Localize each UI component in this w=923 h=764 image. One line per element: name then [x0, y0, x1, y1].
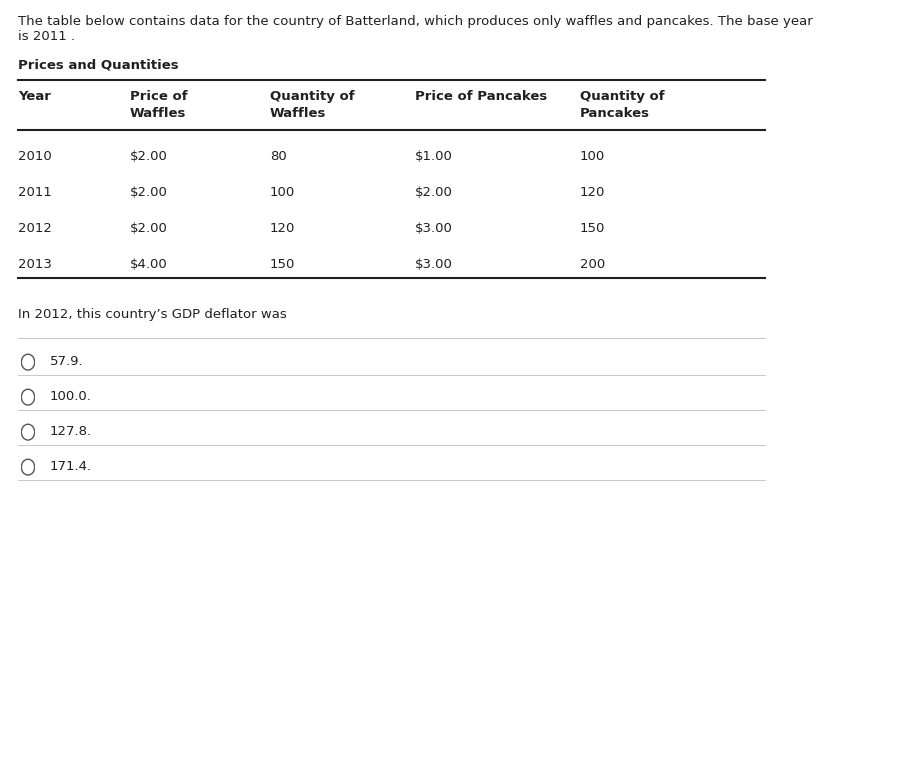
Text: $3.00: $3.00 — [415, 222, 453, 235]
Text: $2.00: $2.00 — [130, 222, 168, 235]
Text: Quantity of: Quantity of — [580, 90, 665, 103]
Text: 120: 120 — [270, 222, 295, 235]
Text: 120: 120 — [580, 186, 605, 199]
Text: In 2012, this country’s GDP deflator was: In 2012, this country’s GDP deflator was — [18, 308, 287, 321]
Text: 200: 200 — [580, 258, 605, 271]
Text: 100: 100 — [270, 186, 295, 199]
Text: 2010: 2010 — [18, 150, 52, 163]
Text: 100: 100 — [580, 150, 605, 163]
Text: 2013: 2013 — [18, 258, 52, 271]
Text: $2.00: $2.00 — [130, 150, 168, 163]
Text: Prices and Quantities: Prices and Quantities — [18, 58, 179, 71]
Text: $2.00: $2.00 — [130, 186, 168, 199]
Text: $1.00: $1.00 — [415, 150, 453, 163]
Text: Price of Pancakes: Price of Pancakes — [415, 90, 547, 103]
Text: Pancakes: Pancakes — [580, 107, 650, 120]
Text: 150: 150 — [580, 222, 605, 235]
Text: 2012: 2012 — [18, 222, 52, 235]
Text: Year: Year — [18, 90, 51, 103]
Text: 57.9.: 57.9. — [50, 355, 84, 368]
Text: 127.8.: 127.8. — [50, 425, 92, 438]
Text: Waffles: Waffles — [130, 107, 186, 120]
Text: Price of: Price of — [130, 90, 187, 103]
Text: Waffles: Waffles — [270, 107, 327, 120]
Text: $2.00: $2.00 — [415, 186, 453, 199]
Text: 100.0.: 100.0. — [50, 390, 92, 403]
Text: 171.4.: 171.4. — [50, 460, 92, 473]
Text: 80: 80 — [270, 150, 287, 163]
Text: 2011: 2011 — [18, 186, 52, 199]
Text: 150: 150 — [270, 258, 295, 271]
Text: is 2011 .: is 2011 . — [18, 30, 75, 43]
Text: Quantity of: Quantity of — [270, 90, 354, 103]
Text: $4.00: $4.00 — [130, 258, 168, 271]
Text: The table below contains data for the country of Batterland, which produces only: The table below contains data for the co… — [18, 15, 813, 28]
Text: $3.00: $3.00 — [415, 258, 453, 271]
